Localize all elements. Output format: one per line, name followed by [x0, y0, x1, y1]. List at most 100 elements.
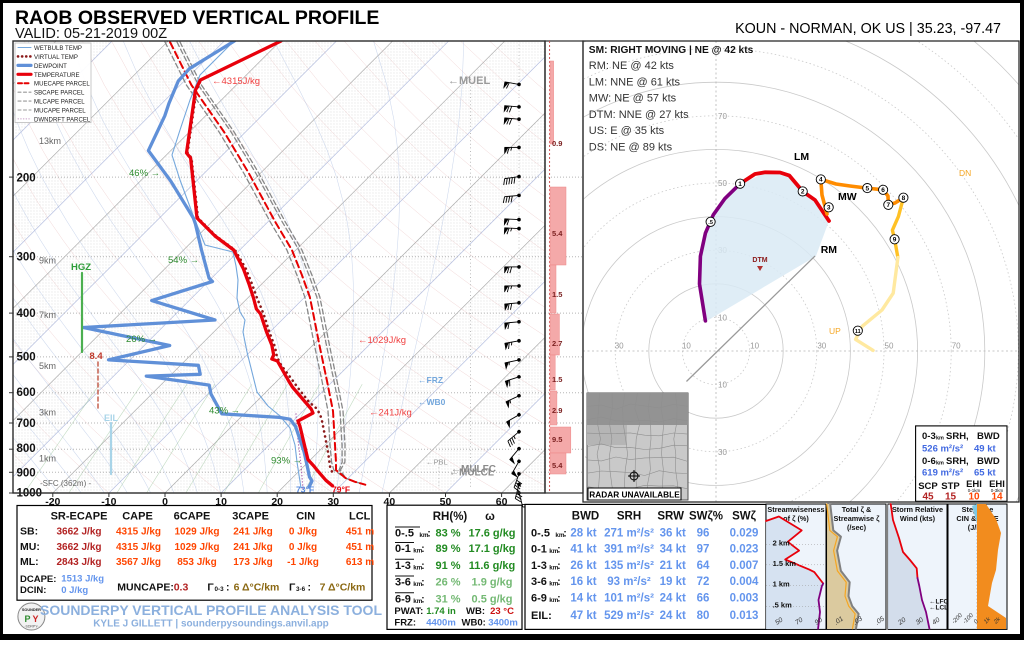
svg-text:SRH,: SRH,	[946, 456, 969, 467]
svg-text::: :	[563, 529, 566, 540]
svg-text:←PBL: ←PBL	[426, 458, 448, 467]
svg-text:km: km	[413, 548, 423, 555]
svg-text:241 J/kg: 241 J/kg	[233, 542, 272, 553]
svg-text:DTM: NNE @ 27 kts: DTM: NNE @ 27 kts	[589, 109, 689, 121]
svg-text:KOUN - NORMAN, OK US | 35.23,: KOUN - NORMAN, OK US | 35.23, -97.47	[735, 21, 1001, 37]
svg-text:90: 90	[814, 616, 824, 626]
svg-text:4: 4	[819, 177, 823, 184]
svg-text:8.4: 8.4	[89, 351, 103, 362]
svg-text:VALID: 05-21-2019 00Z: VALID: 05-21-2019 00Z	[15, 26, 167, 42]
svg-text:SOUNDERPY VERTICAL PROFILE ANA: SOUNDERPY VERTICAL PROFILE ANALYSIS TOOL	[40, 602, 382, 618]
svg-text:km: km	[549, 548, 559, 555]
svg-text:1513 J/kg: 1513 J/kg	[61, 574, 104, 585]
svg-text:0.023: 0.023	[730, 544, 759, 556]
svg-text:2843 J/kg: 2843 J/kg	[56, 557, 101, 568]
svg-text:←LFC: ←LFC	[929, 599, 948, 606]
svg-text:←1029J/kg: ←1029J/kg	[358, 335, 406, 346]
svg-text:40: 40	[384, 496, 396, 508]
svg-text:0: 0	[162, 496, 168, 508]
svg-text:BWD: BWD	[572, 511, 599, 523]
svg-text:41 kt: 41 kt	[570, 544, 596, 556]
svg-text:1.74 in: 1.74 in	[426, 606, 456, 617]
svg-text:15: 15	[945, 492, 957, 503]
svg-text:6 Δ°C/km: 6 Δ°C/km	[234, 582, 280, 594]
svg-text:KYLE J GILLETT | sounderpysoun: KYLE J GILLETT | sounderpysoundings.anvi…	[93, 619, 329, 630]
svg-text:2k: 2k	[992, 616, 1002, 626]
svg-text:54% →: 54% →	[168, 255, 199, 266]
svg-text:66: 66	[697, 592, 710, 604]
svg-text:4400m: 4400m	[426, 618, 456, 629]
svg-text:60: 60	[496, 496, 508, 508]
svg-text:MW: NE @ 57 kts: MW: NE @ 57 kts	[589, 93, 677, 105]
svg-text:km: km	[549, 597, 559, 604]
svg-text:LM: LM	[794, 151, 809, 163]
svg-text:526 m²/s²: 526 m²/s²	[922, 444, 963, 455]
svg-text:900: 900	[17, 468, 36, 480]
svg-text:6-9: 6-9	[395, 593, 411, 605]
svg-text::: :	[226, 582, 230, 594]
svg-text:43% →: 43% →	[209, 406, 240, 417]
svg-text:TEMPERATURE: TEMPERATURE	[34, 72, 80, 79]
svg-text:391 m²/s²: 391 m²/s²	[604, 544, 654, 556]
svg-text:10: 10	[968, 492, 980, 503]
svg-text:1.9 g/kg: 1.9 g/kg	[472, 577, 513, 589]
svg-text:6-9: 6-9	[531, 592, 547, 604]
svg-text:RADAR UNAVAILABLE: RADAR UNAVAILABLE	[589, 490, 680, 500]
svg-text:.5: .5	[708, 220, 713, 226]
svg-text:SRH,: SRH,	[946, 431, 969, 442]
svg-text:RM: RM	[821, 244, 838, 256]
svg-text:-1 J/kg: -1 J/kg	[287, 557, 319, 568]
svg-text:P: P	[24, 614, 30, 624]
svg-text:26 kt: 26 kt	[570, 560, 596, 572]
svg-text:28 kt: 28 kt	[570, 528, 596, 540]
svg-text:0-.5: 0-.5	[531, 528, 550, 540]
svg-text:-SFC (362m) -: -SFC (362m) -	[40, 479, 91, 488]
svg-text:3400m: 3400m	[488, 618, 518, 629]
svg-text:96: 96	[697, 528, 710, 540]
svg-text:STP: STP	[941, 481, 960, 492]
svg-text:FRZ:: FRZ:	[394, 618, 416, 629]
svg-text:0-1: 0-1	[395, 543, 411, 555]
svg-text:Streamwiseness: Streamwiseness	[767, 505, 824, 514]
svg-text:30: 30	[817, 342, 826, 351]
svg-text:3662 J/kg: 3662 J/kg	[56, 527, 101, 538]
svg-text:5.4: 5.4	[552, 229, 563, 238]
svg-text:WETBULB TEMP: WETBULB TEMP	[34, 45, 82, 52]
svg-text:64: 64	[697, 560, 710, 572]
svg-text:WB0:: WB0:	[462, 618, 486, 629]
svg-text:17.6 g/kg: 17.6 g/kg	[468, 528, 515, 540]
svg-text:9km: 9km	[39, 256, 56, 266]
svg-text:0: 0	[973, 618, 980, 625]
svg-text:0 J/kg: 0 J/kg	[289, 542, 317, 553]
svg-text:10: 10	[682, 342, 691, 351]
svg-text:9: 9	[893, 237, 897, 244]
svg-text:1k: 1k	[983, 616, 992, 625]
svg-text:2: 2	[801, 189, 805, 196]
svg-text::: :	[421, 578, 424, 589]
svg-text:Γ: Γ	[207, 582, 214, 594]
svg-text:km: km	[413, 598, 423, 605]
svg-text:ML:: ML:	[20, 556, 39, 568]
svg-text:Wind (kts): Wind (kts)	[900, 514, 936, 523]
svg-text:19 kt: 19 kt	[660, 576, 686, 588]
svg-text:3-6: 3-6	[531, 576, 547, 588]
svg-text:DWNDRFT PARCEL: DWNDRFT PARCEL	[34, 116, 91, 123]
svg-text:0.9: 0.9	[552, 139, 562, 148]
svg-text:0.007: 0.007	[730, 560, 759, 572]
svg-text:←FRZ: ←FRZ	[418, 375, 443, 385]
svg-text:.01: .01	[833, 615, 845, 626]
svg-text:0.5 g/kg: 0.5 g/kg	[472, 593, 513, 605]
svg-text:DCAPE:: DCAPE:	[20, 574, 56, 585]
svg-text:3662 J/kg: 3662 J/kg	[56, 542, 101, 553]
svg-text:HGZ: HGZ	[71, 262, 91, 273]
svg-text:45: 45	[922, 492, 934, 503]
svg-text:70: 70	[718, 112, 727, 121]
svg-text:SRH: SRH	[617, 511, 641, 523]
svg-text:DCIN:: DCIN:	[20, 585, 46, 596]
svg-text:14 kt: 14 kt	[570, 592, 596, 604]
svg-text:83 %: 83 %	[435, 528, 460, 540]
svg-text:0.004: 0.004	[730, 576, 759, 588]
svg-text:EIL:: EIL:	[531, 610, 552, 622]
svg-text:EHI: EHI	[966, 479, 982, 490]
svg-text:km: km	[549, 580, 559, 587]
